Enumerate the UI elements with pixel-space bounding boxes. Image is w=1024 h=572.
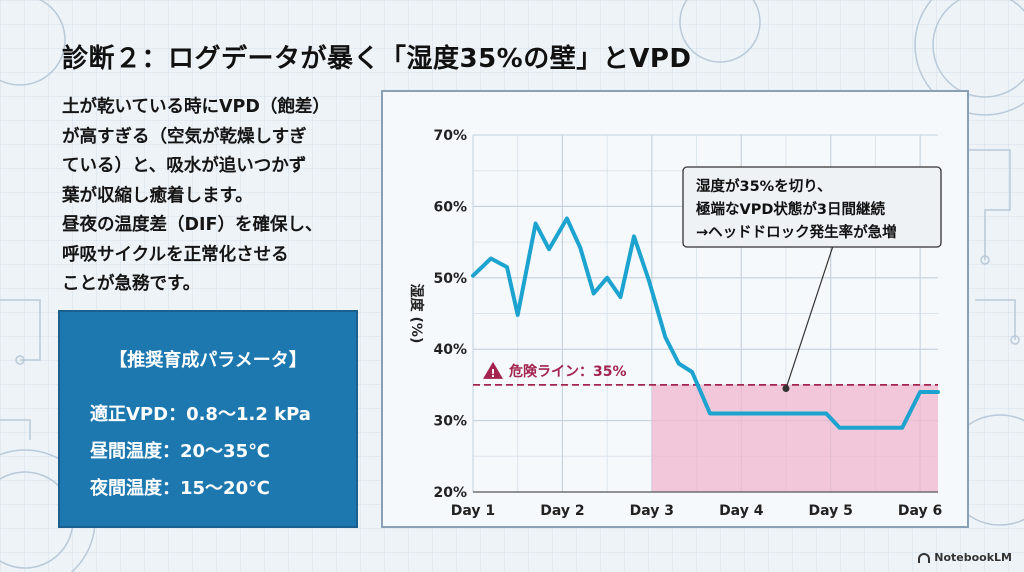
y-tick-label: 70% bbox=[433, 128, 467, 144]
x-tick-label: Day 1 bbox=[451, 503, 495, 519]
parameters-title: 【推奨育成パラメータ】 bbox=[109, 350, 307, 371]
y-tick-label: 40% bbox=[433, 342, 467, 358]
annotation-leader-line bbox=[785, 246, 834, 389]
page-title: 診断２：ログデータが暴く「湿度35%の壁」とVPD bbox=[62, 44, 692, 74]
description-text: 土が乾いている時にVPD（飽差） が高すぎる（空気が乾燥しすぎ ている）と、吸水… bbox=[62, 93, 380, 300]
description-line: 呼吸サイクルを正常化させる bbox=[62, 244, 289, 265]
x-tick-label: Day 4 bbox=[719, 503, 764, 519]
annotation-text-line: →ヘッドドロック発生率が急増 bbox=[696, 223, 897, 241]
danger-threshold-label: 危険ライン：35% bbox=[508, 363, 627, 380]
humidity-line-chart: ! 危険ライン：35% 20% 30% 40% 50% 60% 70% Day 1 Day 2 Da… bbox=[408, 128, 942, 519]
description-line: 葉が収縮し癒着します。 bbox=[62, 185, 253, 206]
y-axis-label: 湿度 (%) bbox=[408, 284, 425, 344]
danger-zone-shading bbox=[651, 384, 938, 492]
notebooklm-logo: NotebookLM bbox=[918, 551, 1012, 564]
annotation-point bbox=[782, 384, 790, 392]
description-line: ことが急務です。 bbox=[62, 274, 201, 294]
annotation-box bbox=[682, 166, 942, 248]
warning-icon-mark: ! bbox=[490, 367, 495, 380]
x-tick-label: Day 6 bbox=[898, 503, 942, 519]
y-tick-label: 20% bbox=[433, 485, 467, 501]
x-tick-label: Day 2 bbox=[540, 503, 584, 519]
parameter-vpd: 適正VPD：0.8～1.2 kPa bbox=[90, 404, 311, 425]
x-tick-label: Day 5 bbox=[808, 503, 852, 519]
description-line: が高すぎる（空気が乾燥しすぎ bbox=[62, 126, 307, 147]
description-line: 昼夜の温度差（DIF）を確保し、 bbox=[62, 215, 323, 235]
parameter-day-temperature: 昼間温度：20～35℃ bbox=[90, 441, 270, 462]
recommended-parameters-box: 【推奨育成パラメータ】 適正VPD：0.8～1.2 kPa 昼間温度：20～35… bbox=[58, 310, 358, 528]
y-tick-label: 30% bbox=[433, 414, 467, 430]
description-line: 土が乾いている時にVPD（飽差） bbox=[62, 97, 330, 117]
warning-icon bbox=[483, 361, 503, 379]
humidity-series-line bbox=[471, 216, 940, 430]
y-tick-label: 60% bbox=[433, 199, 467, 215]
description-line: ている）と、吸水が追いつかず bbox=[62, 156, 307, 176]
y-tick-label: 50% bbox=[433, 271, 467, 287]
x-tick-label: Day 3 bbox=[630, 503, 674, 519]
logo-text: NotebookLM bbox=[934, 551, 1012, 564]
notebooklm-logo-icon bbox=[918, 552, 931, 563]
parameter-night-temperature: 夜間温度：15～20℃ bbox=[90, 478, 270, 499]
annotation-text-line: 湿度が35%を切り、 bbox=[696, 177, 832, 195]
annotation-text-line: 極端なVPD状態が3日間継続 bbox=[695, 200, 885, 218]
